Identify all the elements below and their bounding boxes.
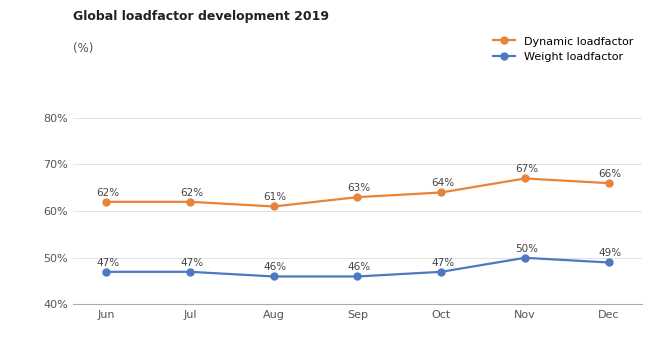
Dynamic loadfactor [437, 190, 445, 194]
Weight loadfactor [521, 256, 529, 260]
Text: 47%: 47% [431, 258, 454, 267]
Line: Weight loadfactor: Weight loadfactor [103, 254, 612, 280]
Text: 47%: 47% [96, 258, 119, 267]
Dynamic loadfactor [103, 200, 111, 204]
Text: 62%: 62% [180, 188, 203, 198]
Text: 50%: 50% [515, 244, 538, 254]
Weight loadfactor [270, 274, 278, 279]
Text: 61%: 61% [263, 192, 287, 202]
Text: 66%: 66% [598, 169, 622, 179]
Dynamic loadfactor [604, 181, 612, 185]
Text: 47%: 47% [180, 258, 203, 267]
Text: 64%: 64% [431, 178, 454, 188]
Dynamic loadfactor [270, 204, 278, 209]
Weight loadfactor [437, 270, 445, 274]
Text: 62%: 62% [96, 188, 119, 198]
Weight loadfactor [103, 270, 111, 274]
Text: 49%: 49% [598, 248, 622, 258]
Dynamic loadfactor [521, 176, 529, 181]
Text: (%): (%) [73, 42, 93, 55]
Weight loadfactor [186, 270, 194, 274]
Text: 67%: 67% [515, 164, 538, 174]
Legend: Dynamic loadfactor, Weight loadfactor: Dynamic loadfactor, Weight loadfactor [489, 33, 637, 65]
Text: 63%: 63% [348, 183, 371, 193]
Line: Dynamic loadfactor: Dynamic loadfactor [103, 175, 612, 210]
Text: 46%: 46% [263, 262, 287, 272]
Dynamic loadfactor [186, 200, 194, 204]
Weight loadfactor [604, 261, 612, 265]
Text: 46%: 46% [348, 262, 371, 272]
Weight loadfactor [354, 274, 361, 279]
Dynamic loadfactor [354, 195, 361, 199]
Text: Global loadfactor development 2019: Global loadfactor development 2019 [73, 10, 329, 24]
